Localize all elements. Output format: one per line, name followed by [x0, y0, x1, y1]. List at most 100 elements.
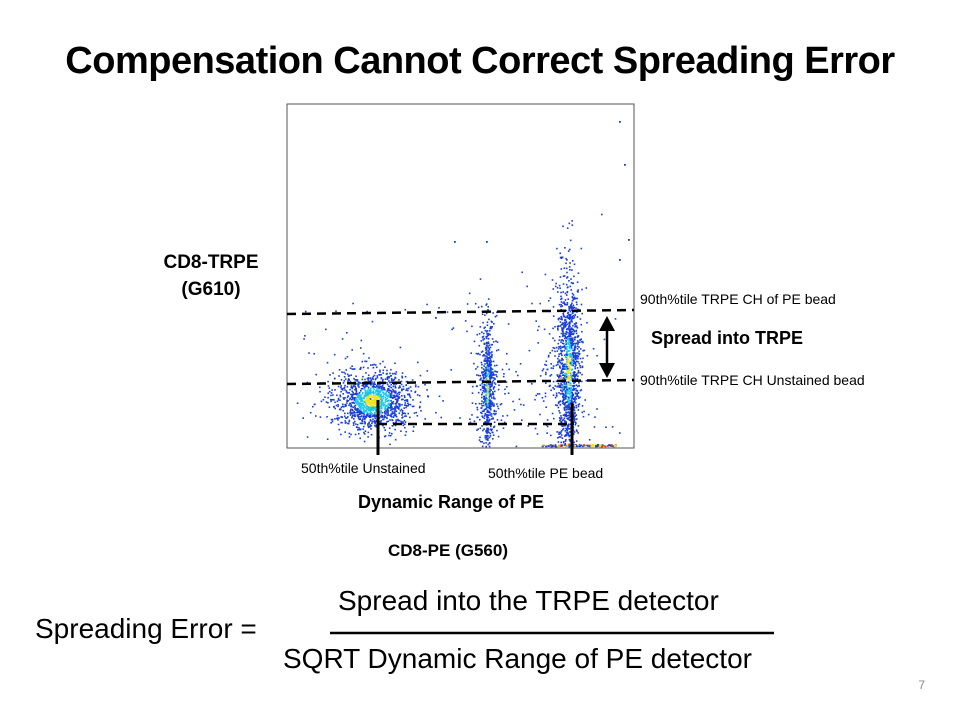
- density-point: [470, 352, 472, 354]
- density-point: [342, 403, 344, 406]
- density-point: [336, 394, 338, 397]
- density-point: [568, 388, 570, 391]
- density-point: [352, 398, 354, 400]
- density-point: [574, 401, 577, 404]
- density-point: [571, 396, 574, 398]
- density-point: [487, 430, 489, 433]
- density-point: [379, 397, 381, 400]
- density-point: [404, 412, 407, 415]
- density-point: [566, 286, 569, 289]
- density-point: [560, 341, 562, 343]
- density-point: [358, 418, 361, 421]
- density-point: [482, 402, 485, 404]
- density-point: [383, 414, 386, 417]
- density-point: [355, 409, 357, 411]
- density-point: [570, 354, 572, 356]
- density-point: [351, 387, 354, 390]
- density-point: [478, 439, 481, 441]
- density-point: [559, 287, 561, 289]
- density-point: [337, 399, 340, 401]
- density-point: [379, 371, 381, 373]
- density-point: [481, 410, 484, 412]
- density-point: [567, 326, 570, 328]
- density-point: [364, 409, 367, 412]
- density-point: [355, 426, 358, 428]
- density-point: [383, 387, 386, 389]
- density-point: [368, 425, 371, 428]
- density-point: [619, 121, 621, 123]
- density-point: [568, 306, 570, 308]
- density-point: [569, 334, 572, 336]
- density-point: [489, 363, 491, 366]
- density-point: [368, 357, 370, 359]
- density-point: [361, 412, 363, 415]
- density-point: [565, 262, 567, 265]
- density-point: [561, 318, 563, 321]
- density-point: [561, 317, 563, 319]
- density-point: [493, 386, 496, 388]
- density-point: [568, 438, 571, 441]
- density-point: [569, 388, 572, 391]
- density-point: [385, 393, 388, 395]
- density-point: [412, 399, 414, 401]
- density-point: [352, 302, 354, 305]
- density-point: [541, 369, 544, 372]
- density-point: [576, 352, 578, 354]
- density-point: [567, 311, 569, 314]
- density-point: [382, 388, 384, 391]
- density-point: [553, 417, 555, 420]
- density-point: [561, 444, 564, 446]
- density-point: [579, 339, 581, 341]
- density-point: [364, 378, 366, 381]
- density-point: [482, 429, 484, 432]
- density-point: [590, 445, 593, 447]
- density-point: [490, 403, 492, 405]
- density-point: [370, 425, 373, 427]
- density-point: [568, 435, 570, 438]
- density-point: [388, 395, 391, 398]
- density-point: [399, 403, 401, 405]
- density-point: [477, 391, 480, 394]
- density-point: [399, 346, 402, 349]
- density-point: [570, 344, 573, 346]
- density-point: [557, 437, 559, 439]
- density-point: [570, 364, 573, 366]
- density-point: [558, 374, 561, 377]
- density-point: [367, 431, 370, 434]
- density-point: [489, 386, 491, 389]
- density-point: [409, 386, 412, 388]
- density-point: [392, 416, 395, 418]
- density-point: [438, 395, 441, 398]
- density-point: [568, 313, 571, 316]
- density-point: [320, 400, 323, 403]
- density-point: [370, 379, 373, 381]
- density-point: [486, 324, 489, 326]
- density-point: [309, 411, 312, 414]
- density-point: [380, 373, 383, 376]
- density-point: [406, 405, 408, 407]
- density-point: [418, 394, 421, 397]
- density-point: [561, 387, 563, 389]
- density-point: [471, 385, 474, 388]
- density-point: [390, 393, 393, 395]
- density-point: [387, 404, 389, 406]
- density-point: [495, 374, 497, 376]
- density-point: [549, 375, 551, 377]
- density-point: [488, 384, 490, 387]
- density-point: [371, 391, 374, 394]
- density-point: [574, 418, 576, 420]
- density-point: [374, 412, 376, 415]
- density-point: [560, 418, 562, 420]
- density-point: [337, 423, 340, 426]
- density-point: [576, 336, 579, 338]
- density-point: [336, 414, 339, 417]
- density-point: [567, 431, 569, 434]
- density-point: [394, 394, 396, 397]
- density-point: [370, 416, 372, 418]
- density-point: [368, 399, 370, 401]
- density-point: [336, 417, 338, 420]
- density-point: [565, 401, 567, 404]
- density-point: [476, 385, 478, 387]
- density-point: [581, 361, 583, 363]
- density-point: [374, 400, 377, 403]
